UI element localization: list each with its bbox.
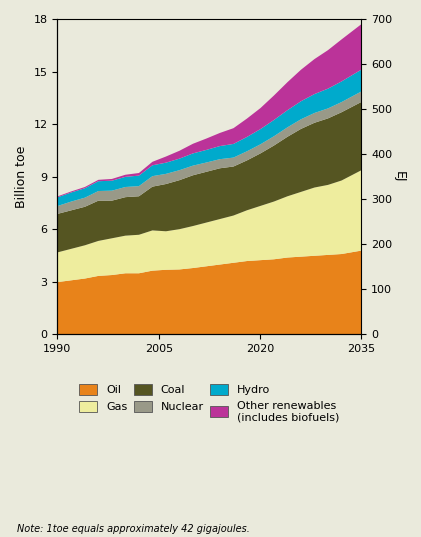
Y-axis label: Billion toe: Billion toe <box>15 146 28 208</box>
Y-axis label: EJ: EJ <box>393 171 406 182</box>
Text: Note: 1toe equals approximately 42 gigajoules.: Note: 1toe equals approximately 42 gigaj… <box>17 524 250 534</box>
Legend: Oil, Gas, Coal, Nuclear, Hydro, Other renewables
(includes biofuels): Oil, Gas, Coal, Nuclear, Hydro, Other re… <box>79 384 339 422</box>
